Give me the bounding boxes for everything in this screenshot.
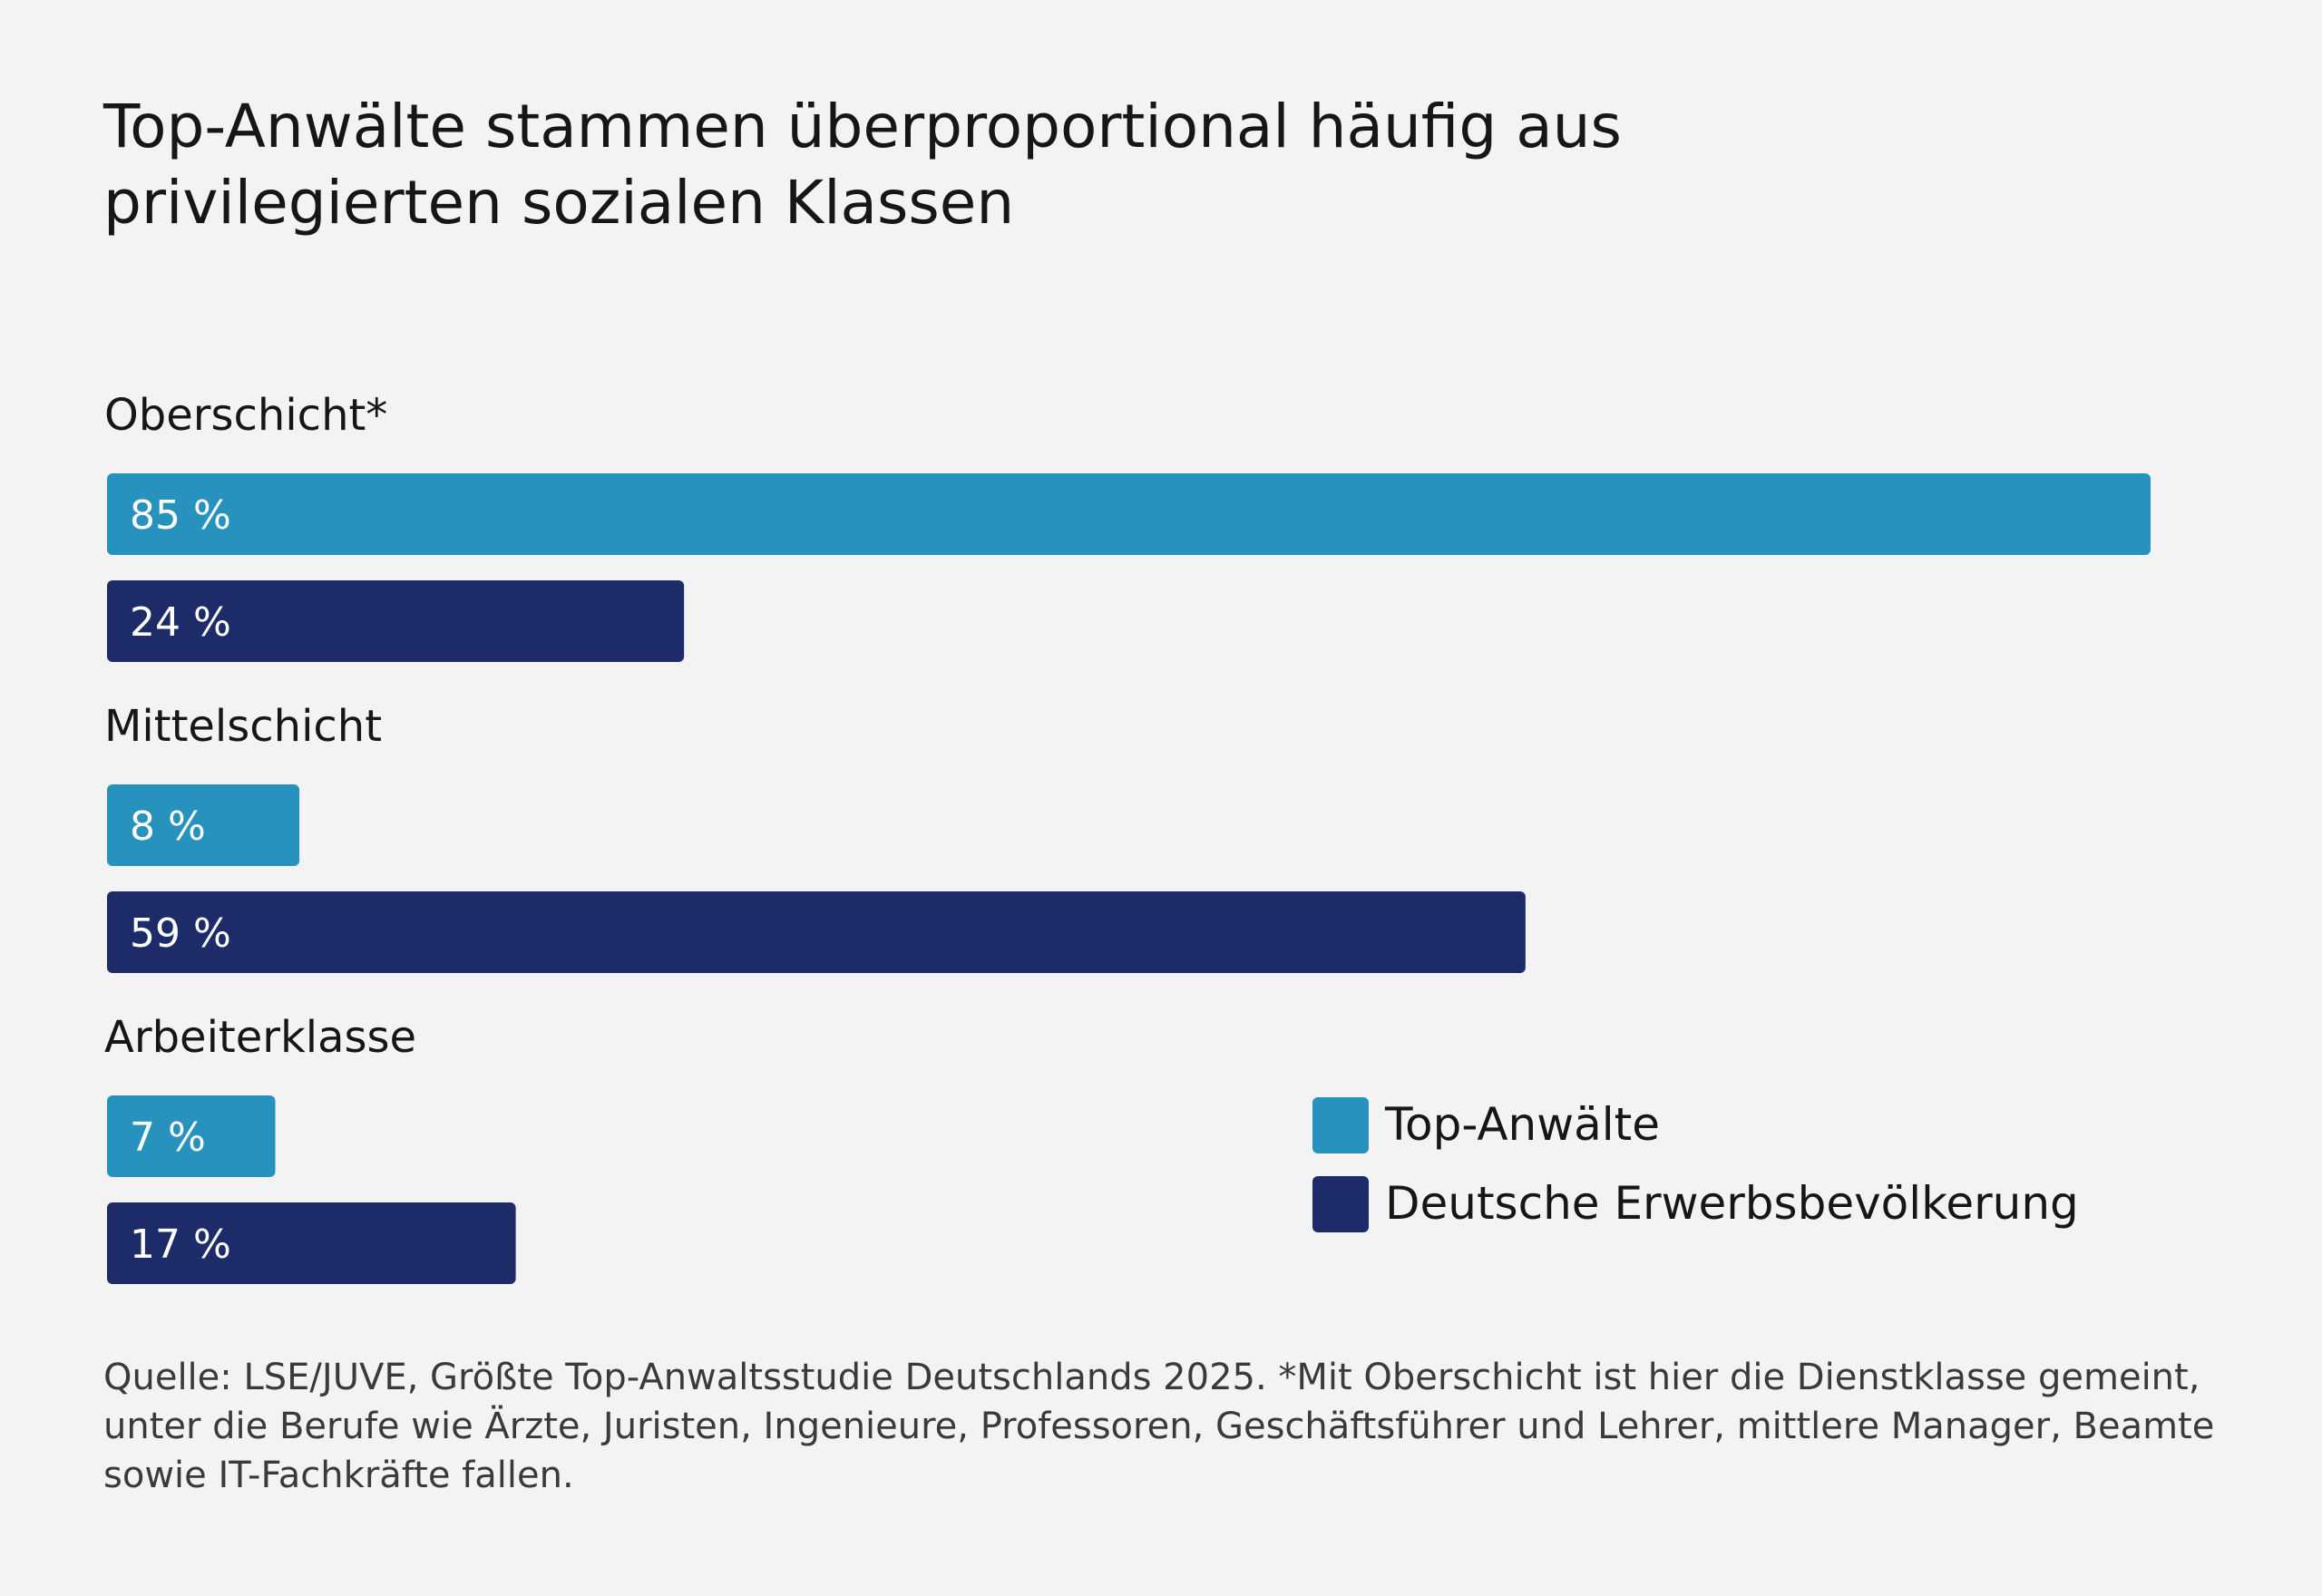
data-label: 17 % (130, 1221, 231, 1268)
chart-title: Top-Anwälte stammen überproportional häu… (103, 89, 1917, 241)
bar (107, 580, 685, 662)
bar (107, 784, 300, 866)
legend-label: Top-Anwälte (1384, 1098, 1660, 1151)
data-label: 85 % (130, 492, 231, 539)
category-label: Arbeiterklasse (104, 1012, 416, 1063)
legend-swatch (1312, 1097, 1369, 1153)
data-label: 7 % (130, 1114, 206, 1161)
bar (107, 891, 1526, 973)
legend-label: Deutsche Erwerbsbevölkerung (1385, 1177, 2079, 1230)
bar-chart: Oberschicht* 85 % 24 % Mittelschicht 8 % 59 %… (104, 390, 2151, 1284)
category-label: Oberschicht* (104, 390, 387, 441)
chart-title-line-1: Top-Anwälte stammen überproportional häu… (103, 92, 1622, 161)
bar (107, 1202, 516, 1284)
legend-swatch (1312, 1176, 1369, 1232)
source-note: Quelle: LSE/JUVE, Größte Top-Anwaltsstud… (103, 1357, 2215, 1496)
chart-title-line-2: privilegierten sozialen Klassen (103, 168, 1015, 238)
bar (107, 473, 2151, 555)
data-label: 24 % (130, 599, 231, 646)
bar (107, 1095, 276, 1177)
category-label: Mittelschicht (104, 701, 382, 752)
data-label: 8 % (130, 803, 206, 850)
data-label: 59 % (130, 910, 231, 957)
